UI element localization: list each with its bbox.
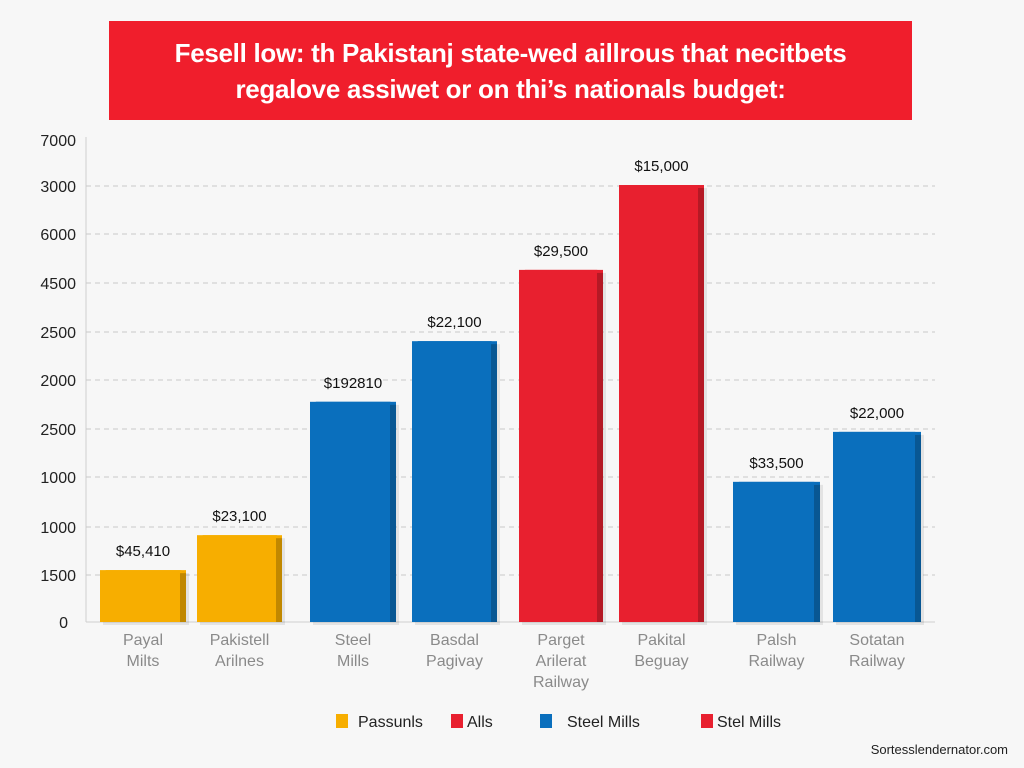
category-label: Palsh — [756, 632, 796, 649]
legend-swatch — [336, 714, 348, 728]
data-label: $15,000 — [634, 158, 688, 175]
bar — [197, 535, 282, 622]
bar-top — [100, 570, 186, 575]
category-label: Steel — [335, 632, 371, 649]
category-label: Arilnes — [215, 653, 264, 670]
legend-swatch — [701, 714, 713, 728]
category-label: Pakital — [637, 632, 685, 649]
category-label: Sotatan — [849, 632, 904, 649]
bar-top — [310, 401, 396, 406]
y-tick-label: 1500 — [40, 568, 76, 585]
data-label: $22,100 — [427, 314, 481, 331]
bar — [412, 341, 497, 622]
category-label: Pagivay — [426, 653, 483, 670]
bar-side — [597, 269, 603, 622]
category-label: Pakistell — [210, 632, 270, 649]
bar-side — [276, 535, 282, 622]
category-label: Railway — [849, 653, 905, 670]
legend-swatch — [540, 714, 552, 728]
category-label: Parget — [537, 632, 585, 649]
category-label: Mills — [337, 653, 369, 670]
bar — [310, 401, 396, 622]
legend-label: Alls — [467, 714, 493, 731]
bar-top — [833, 431, 921, 436]
legend-label: Stel Mills — [717, 714, 781, 731]
y-tick-label: 7000 — [40, 133, 76, 150]
y-tick-label: 0 — [59, 615, 68, 632]
bar-side — [491, 341, 497, 622]
bar-side — [698, 185, 704, 622]
data-label: $45,410 — [116, 543, 170, 560]
bar — [100, 570, 186, 622]
source-footer: Sortesslendernator.com — [870, 742, 1008, 757]
y-tick-label: 2000 — [40, 373, 76, 390]
bar-side — [390, 401, 396, 622]
bar-top — [733, 481, 820, 486]
bar — [733, 481, 820, 622]
bar — [833, 431, 921, 622]
bar-side — [814, 481, 820, 622]
y-tick-label: 6000 — [40, 227, 76, 244]
bar — [619, 185, 704, 622]
y-tick-label: 2500 — [40, 325, 76, 342]
y-tick-label: 1000 — [40, 470, 76, 487]
y-tick-label: 1000 — [40, 520, 76, 537]
y-tick-label: 2500 — [40, 422, 76, 439]
y-tick-label: 3000 — [40, 179, 76, 196]
category-label: Railway — [533, 674, 589, 691]
legend-swatch — [451, 714, 463, 728]
bar-side — [180, 570, 186, 622]
category-label: Beguay — [634, 653, 688, 670]
legend-label: Passunls — [358, 714, 423, 731]
data-label: $192810 — [324, 375, 382, 392]
category-label: Arilerat — [536, 653, 587, 670]
data-label: $33,500 — [749, 455, 803, 472]
y-tick-label: 4500 — [40, 276, 76, 293]
bar-top — [412, 341, 497, 346]
category-label: Basdal — [430, 632, 479, 649]
title-line-1: Fesell low: th Pakistanj state-wed aillr… — [174, 37, 847, 68]
legend-label: Steel Mills — [567, 714, 640, 731]
bar-top — [619, 185, 704, 190]
data-label: $29,500 — [534, 243, 588, 260]
chart-title: Fesell low: th Pakistanj state-wed aillr… — [109, 21, 912, 120]
data-label: $22,000 — [850, 405, 904, 422]
bar — [519, 269, 603, 622]
bar-side — [915, 431, 921, 622]
title-line-2: regalove assiwet or on thi’s nationals b… — [235, 73, 786, 104]
category-label: Railway — [748, 653, 804, 670]
category-label: Milts — [127, 653, 160, 670]
category-label: Payal — [123, 632, 163, 649]
bar-top — [197, 535, 282, 540]
data-label: $23,100 — [212, 508, 266, 525]
bar-top — [519, 269, 603, 274]
